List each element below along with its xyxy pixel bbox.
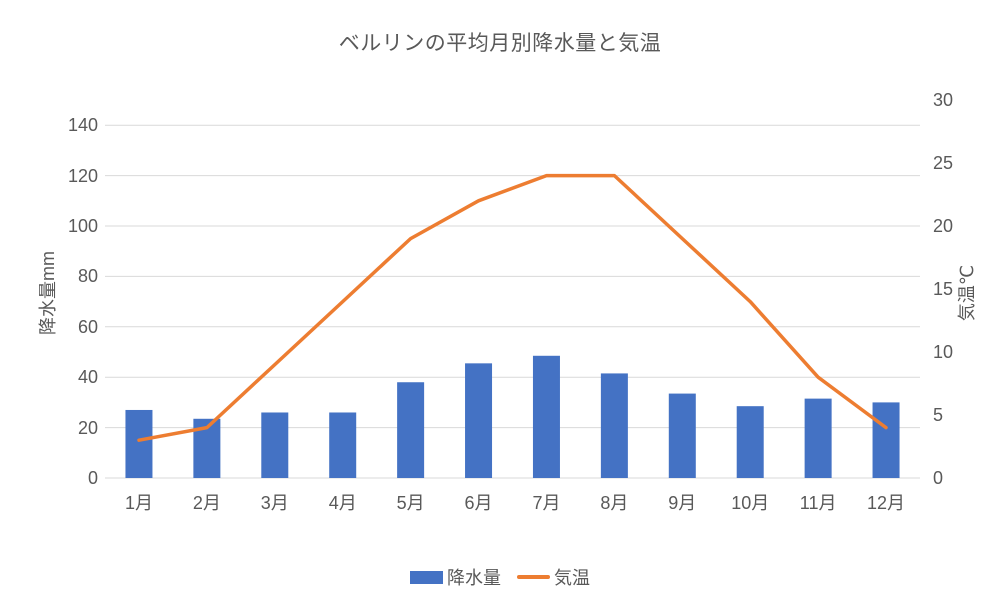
x-axis-label-9月: 9月 [668, 493, 697, 513]
right-axis-tick: 25 [933, 153, 954, 173]
bar-10月 [736, 406, 764, 478]
bar-12月 [872, 402, 900, 478]
temperature-swatch-icon [517, 575, 550, 579]
x-axis-label-10月: 10月 [731, 493, 770, 513]
x-axis-label-11月: 11月 [799, 493, 837, 513]
x-axis-label-6月: 6月 [464, 493, 493, 513]
chart-title: ベルリンの平均月別降水量と気温 [338, 32, 662, 55]
right-axis-title: 気温℃ [957, 264, 977, 322]
left-axis-tick: 140 [67, 115, 98, 136]
right-axis-tick: 30 [933, 90, 954, 110]
left-axis-tick: 60 [77, 316, 98, 337]
right-axis-tick: 0 [933, 468, 944, 488]
left-axis-tick: 20 [77, 417, 98, 438]
left-axis-tick: 120 [67, 165, 98, 186]
x-axis-label-1月: 1月 [124, 493, 153, 513]
right-axis-tick: 20 [933, 216, 954, 236]
bar-6月 [465, 363, 493, 478]
x-axis-label-4月: 4月 [328, 493, 357, 513]
bar-3月 [261, 412, 289, 478]
legend-label-precipitation: 降水量 [447, 568, 501, 588]
x-axis-label-8月: 8月 [600, 493, 629, 513]
left-axis-title: 降水量mm [38, 251, 58, 335]
x-axis-label-3月: 3月 [260, 493, 289, 513]
x-axis-label-12月: 12月 [867, 493, 906, 513]
x-axis-label-2月: 2月 [192, 493, 221, 513]
legend-item-precipitation: 降水量 [410, 564, 501, 590]
right-axis-tick: 5 [933, 405, 944, 425]
right-axis-tick: 15 [933, 279, 954, 299]
bar-4月 [329, 412, 357, 478]
legend-label-temperature: 気温 [554, 568, 590, 588]
left-axis-tick: 100 [67, 216, 98, 236]
right-axis-tick: 10 [933, 342, 954, 362]
bar-9月 [668, 393, 696, 478]
bar-1月 [125, 409, 153, 478]
left-axis-tick: 40 [77, 367, 98, 388]
bar-5月 [397, 382, 425, 478]
bar-8月 [600, 373, 628, 478]
x-axis-label-7月: 7月 [532, 493, 561, 513]
bar-7月 [532, 355, 560, 478]
x-axis-label-5月: 5月 [396, 493, 425, 513]
left-axis-tick: 0 [87, 468, 98, 488]
precipitation-swatch-icon [410, 570, 443, 584]
legend: 降水量 気温 [0, 564, 1000, 590]
legend-item-temperature: 気温 [517, 564, 590, 590]
temperature-line [137, 173, 888, 442]
bar-11月 [804, 398, 832, 478]
left-axis-tick: 80 [77, 266, 98, 287]
